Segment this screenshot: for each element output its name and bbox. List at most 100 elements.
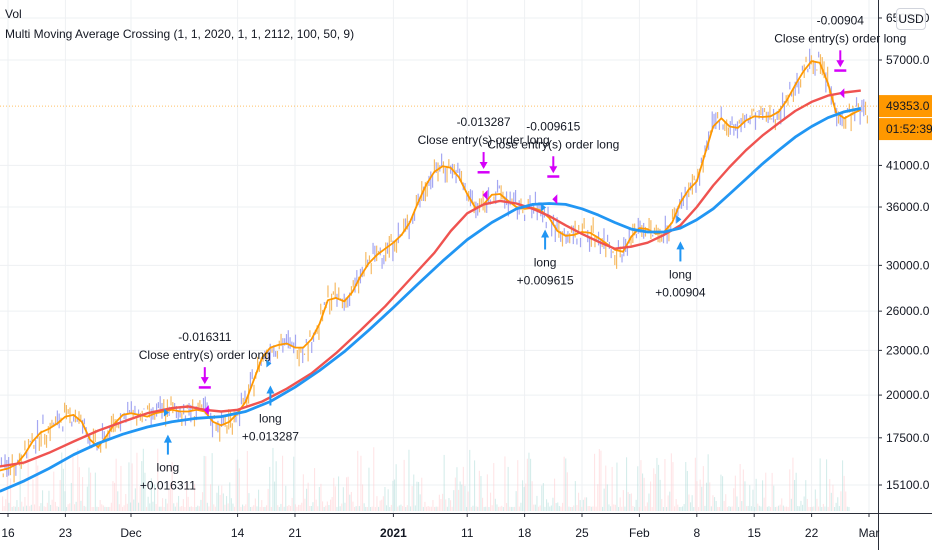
volume-bar <box>520 502 522 511</box>
volume-bar <box>498 506 500 511</box>
countdown-badge <box>879 118 932 141</box>
volume-bar <box>272 447 274 511</box>
volume-bar <box>72 454 74 511</box>
volume-bar <box>158 506 160 511</box>
volume-bar <box>206 502 208 511</box>
volume-bar <box>501 505 503 511</box>
volume-bar <box>56 506 58 511</box>
legend-strategy[interactable]: Multi Moving Average Crossing (1, 1, 202… <box>5 27 355 41</box>
volume-bar <box>258 489 260 511</box>
volume-bar <box>786 506 788 511</box>
exit-marker[interactable]: Close entry(s) order long -0.009615 <box>487 119 619 205</box>
volume-bar <box>470 506 472 511</box>
volume-bar <box>77 448 79 511</box>
volume-bar <box>354 506 356 511</box>
volume-bar <box>136 452 138 511</box>
entry-marker[interactable]: long +0.013287 <box>242 359 299 444</box>
volume-bar <box>494 498 496 511</box>
exit-marker[interactable]: Close entry(s) order long -0.00904 <box>774 13 906 99</box>
volume-bar <box>115 458 117 511</box>
volume-bar <box>573 505 575 511</box>
volume-bar <box>466 507 468 511</box>
volume-bar <box>419 494 421 511</box>
exit-bar <box>547 175 560 178</box>
volume-bar <box>459 481 461 511</box>
volume-bar <box>784 506 786 511</box>
trade-profit: -0.009615 <box>526 119 580 133</box>
volume-bar <box>557 502 559 511</box>
volume-bar <box>766 506 768 511</box>
volume-bar <box>253 505 255 511</box>
entry-marker[interactable]: long +0.00904 <box>655 215 706 299</box>
volume-bar <box>587 506 589 511</box>
exit-marker[interactable]: Close entry(s) order long -0.016311 <box>139 330 271 416</box>
volume-bar <box>146 506 148 511</box>
volume-bar <box>827 506 829 511</box>
entry-marker[interactable]: long +0.009615 <box>517 203 574 287</box>
volume-bar <box>448 498 450 511</box>
volume-bar <box>658 464 660 511</box>
volume-bar <box>58 506 60 511</box>
volume-bar <box>792 457 794 511</box>
volume-bar <box>232 503 234 511</box>
price-tick-label: 23000.0 <box>886 343 930 357</box>
volume-bar <box>202 492 204 511</box>
volume-bar <box>822 503 824 511</box>
volume-bar <box>302 474 304 511</box>
volume-bar <box>338 476 340 511</box>
volume-bar <box>104 506 106 511</box>
volume-bar <box>53 471 55 511</box>
volume-bar <box>824 506 826 511</box>
volume-bar <box>576 505 578 511</box>
volume-bar <box>808 506 810 511</box>
volume-bar <box>664 459 666 511</box>
volume-bar <box>285 485 287 511</box>
entry-flag-icon <box>163 408 169 417</box>
volume-bar <box>125 494 127 511</box>
volume-bar <box>712 495 714 511</box>
volume-bar <box>779 504 781 511</box>
volume-bar <box>200 499 202 511</box>
volume-bar <box>842 460 844 511</box>
volume-bar <box>765 472 767 511</box>
volume-bar <box>243 506 245 511</box>
volume-bar <box>754 506 756 511</box>
volume-bar <box>496 504 498 511</box>
legend-volume[interactable]: Vol <box>5 7 22 21</box>
volume-bar <box>696 481 698 511</box>
volume-bar <box>331 497 333 511</box>
volume-bar <box>246 450 248 511</box>
volume-bar <box>99 500 101 511</box>
volume-bar <box>262 507 264 511</box>
volume-bar <box>398 505 400 511</box>
volume-bar <box>42 490 44 511</box>
price-tick-label: 15100.0 <box>886 478 930 492</box>
volume-bar <box>366 506 368 511</box>
volume-bar <box>683 504 685 511</box>
volume-bar <box>776 506 778 511</box>
volume-bar <box>179 506 181 511</box>
volume-bar <box>595 506 597 511</box>
exit-marker[interactable]: Close entry(s) order long -0.013287 <box>418 115 550 201</box>
volume-bar <box>613 504 615 511</box>
entry-marker[interactable]: long +0.016311 <box>140 408 196 493</box>
volume-bar <box>638 506 640 511</box>
volume-bar <box>718 506 720 511</box>
volume-bar <box>523 487 525 511</box>
volume-bar <box>582 499 584 511</box>
volume-bar <box>659 479 661 511</box>
volume-bar <box>205 456 207 511</box>
volume-bar <box>102 505 104 511</box>
currency-button[interactable]: USD <box>896 8 926 30</box>
volume-bar <box>67 504 69 511</box>
volume-bar <box>584 497 586 511</box>
volume-bar <box>802 504 804 511</box>
volume-bar <box>469 449 471 511</box>
volume-bar <box>422 506 424 511</box>
volume-bar <box>446 506 448 511</box>
volume-bar <box>755 478 757 511</box>
volume-bar <box>490 492 492 511</box>
